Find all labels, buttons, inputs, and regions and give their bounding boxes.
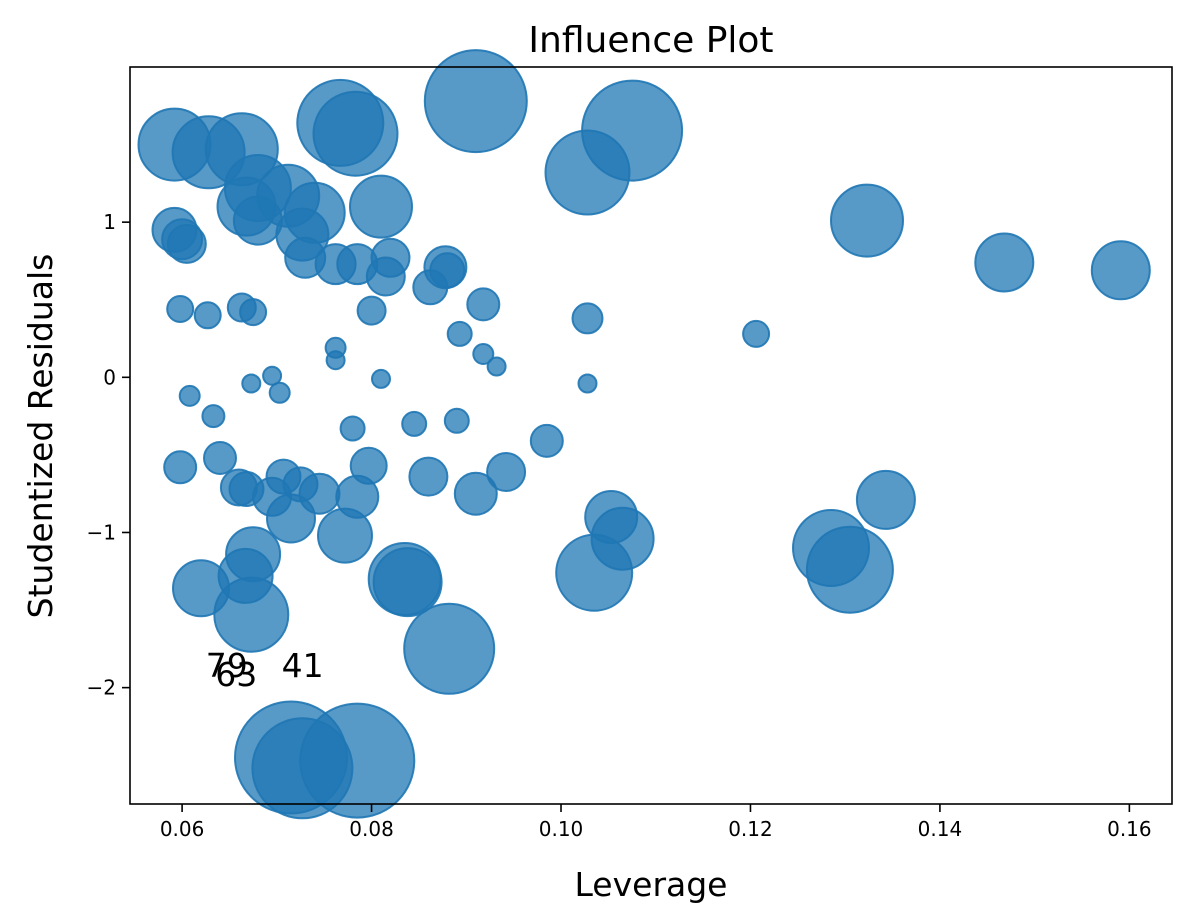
data-point [193, 301, 222, 330]
data-point [486, 452, 527, 492]
data-point [241, 373, 262, 394]
data-point [855, 469, 916, 530]
point-label: 63 [215, 655, 257, 694]
x-tick-label: 0.14 [918, 817, 963, 841]
data-point [472, 343, 495, 365]
data-point [401, 410, 428, 437]
plot-frame [129, 66, 1173, 805]
data-point [262, 365, 283, 386]
data-point [213, 576, 290, 653]
data-point [372, 547, 443, 618]
data-point [830, 183, 904, 258]
data-point [742, 319, 771, 348]
data-point [371, 368, 391, 389]
data-point [529, 423, 564, 458]
data-point [178, 384, 201, 407]
x-axis-title: Leverage [575, 865, 728, 904]
data-point [571, 302, 604, 335]
x-tick-label: 0.16 [1107, 817, 1152, 841]
data-point [232, 195, 283, 246]
data-point [203, 441, 237, 475]
data-point [1090, 240, 1151, 301]
data-point [408, 456, 449, 497]
data-point [299, 702, 416, 819]
data-point [412, 269, 449, 306]
scatter-points [137, 49, 1151, 820]
data-point [239, 298, 268, 327]
data-point [349, 174, 413, 239]
data-point [403, 602, 496, 695]
data-point [268, 381, 291, 404]
x-axis: 0.06 0.08 0.10 0.12 0.14 0.16 [160, 804, 1152, 841]
data-point [201, 404, 226, 429]
data-point [577, 373, 598, 394]
x-tick-label: 0.08 [349, 817, 394, 841]
y-tick-label: 1 [103, 210, 116, 234]
data-point [325, 350, 346, 371]
data-point [356, 295, 387, 326]
y-tick-label: 0 [103, 365, 116, 389]
x-tick-label: 0.12 [728, 817, 773, 841]
data-point [443, 407, 470, 434]
data-point [805, 525, 894, 614]
data-point [466, 287, 501, 322]
data-point [163, 450, 198, 485]
y-axis: −2 −1 0 1 [87, 210, 130, 700]
data-point [266, 493, 316, 544]
x-tick-label: 0.10 [539, 817, 584, 841]
data-point [339, 415, 366, 442]
data-point [423, 49, 528, 154]
point-label: 79 [206, 646, 248, 685]
data-point [166, 223, 207, 264]
y-tick-label: −2 [87, 676, 116, 700]
point-annotations: 79 41 63 [206, 646, 324, 694]
data-point [974, 232, 1035, 293]
data-point [544, 129, 631, 216]
data-point [555, 533, 634, 612]
y-tick-label: −1 [87, 520, 116, 544]
point-label: 41 [282, 646, 324, 685]
data-point [453, 471, 498, 516]
chart-title: Influence Plot [528, 20, 773, 61]
data-point [365, 256, 406, 297]
data-point [312, 90, 399, 177]
data-point [166, 295, 195, 323]
x-tick-label: 0.06 [160, 817, 205, 841]
data-point [486, 356, 507, 377]
data-point [317, 507, 373, 564]
y-axis-title: Studentized Residuals [21, 254, 60, 619]
data-point [446, 320, 473, 347]
